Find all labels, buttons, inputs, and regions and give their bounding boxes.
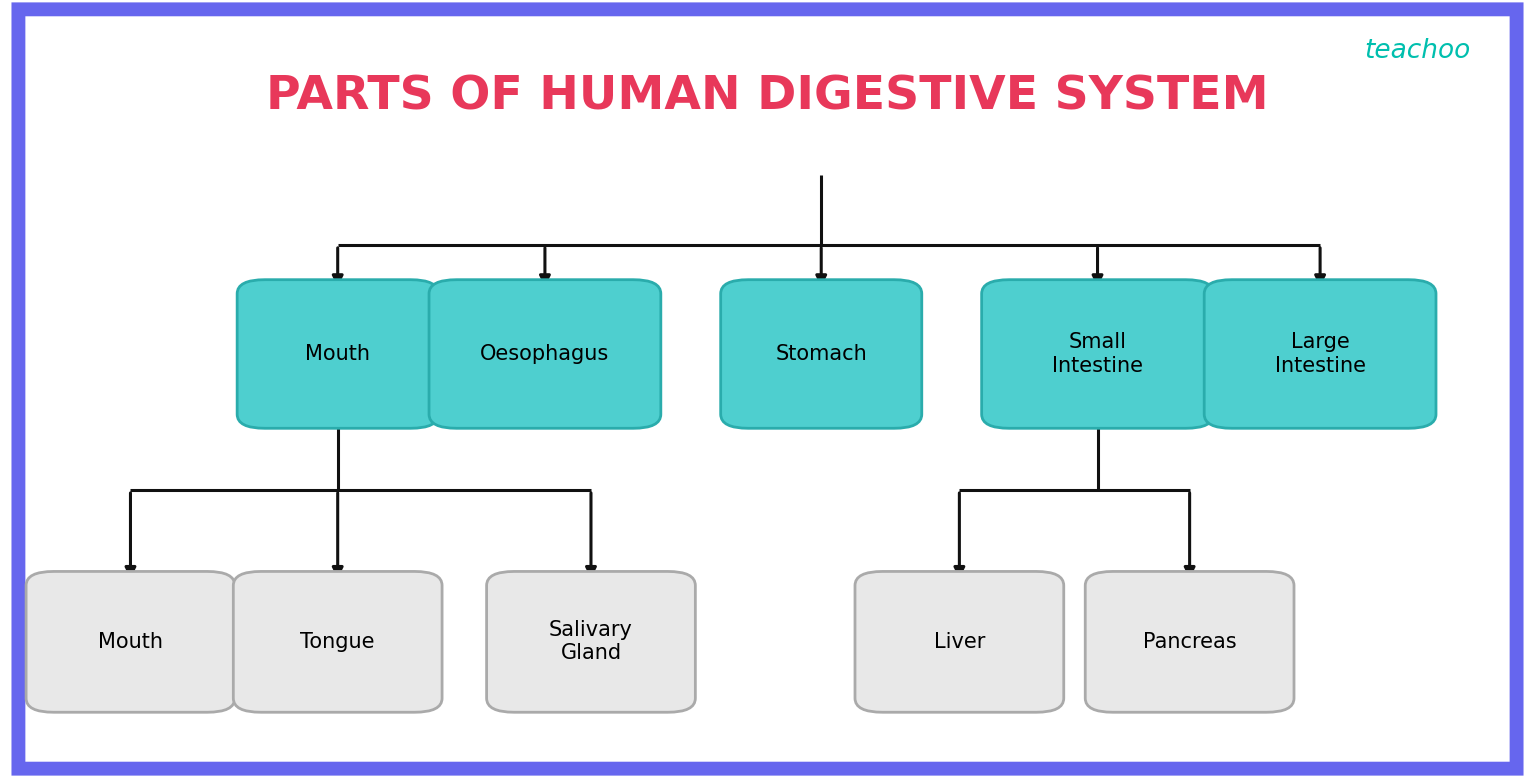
FancyBboxPatch shape xyxy=(855,571,1064,713)
Text: Mouth: Mouth xyxy=(98,632,163,652)
Text: Stomach: Stomach xyxy=(775,344,867,364)
FancyBboxPatch shape xyxy=(18,9,1517,769)
FancyBboxPatch shape xyxy=(26,571,235,713)
FancyBboxPatch shape xyxy=(1085,571,1294,713)
Text: Mouth: Mouth xyxy=(305,344,370,364)
Text: Pancreas: Pancreas xyxy=(1144,632,1236,652)
FancyBboxPatch shape xyxy=(428,280,660,428)
FancyBboxPatch shape xyxy=(487,571,695,713)
Text: Salivary
Gland: Salivary Gland xyxy=(550,620,632,664)
FancyBboxPatch shape xyxy=(236,280,439,428)
FancyBboxPatch shape xyxy=(721,280,921,428)
Text: PARTS OF HUMAN DIGESTIVE SYSTEM: PARTS OF HUMAN DIGESTIVE SYSTEM xyxy=(266,75,1269,120)
Text: Large
Intestine: Large Intestine xyxy=(1274,332,1366,376)
FancyBboxPatch shape xyxy=(233,571,442,713)
FancyBboxPatch shape xyxy=(1203,280,1437,428)
Text: Oesophagus: Oesophagus xyxy=(480,344,609,364)
Text: Liver: Liver xyxy=(933,632,985,652)
FancyBboxPatch shape xyxy=(982,280,1214,428)
Text: Small
Intestine: Small Intestine xyxy=(1051,332,1144,376)
Text: teachoo: teachoo xyxy=(1365,37,1471,64)
Text: Tongue: Tongue xyxy=(301,632,375,652)
